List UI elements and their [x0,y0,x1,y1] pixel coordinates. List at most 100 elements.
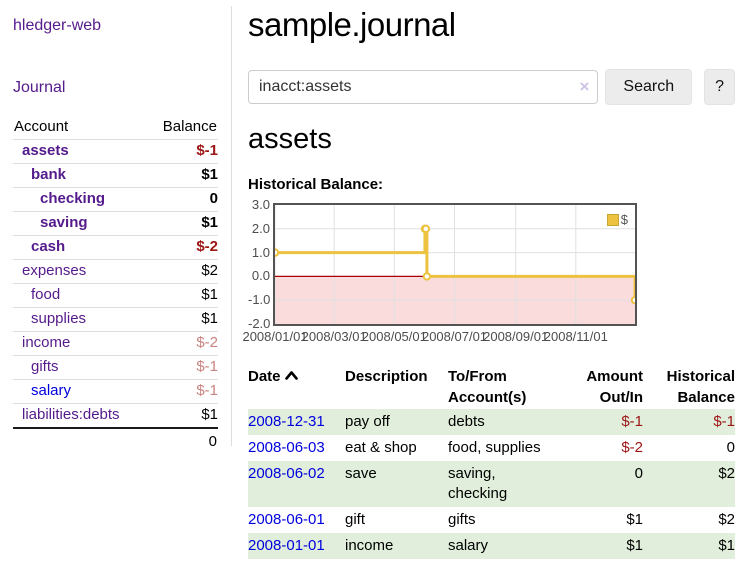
account-balance: $1 [201,310,218,327]
account-row: bank $1 [13,164,218,188]
sidebar-item-account-income[interactable]: income [22,334,71,351]
register-row: 2008-01-01 income salary $1 $1 [248,533,735,559]
account-balance: $1 [201,406,218,423]
data-point-marker [630,296,635,305]
y-axis-tick-label: 1.0 [251,244,270,260]
account-row: assets $-1 [13,140,218,164]
data-point-marker [275,248,280,257]
account-balance: $1 [201,286,218,303]
x-axis-tick-label: 2008/03/01 [301,329,367,344]
account-row: income $-2 [13,332,218,356]
transaction-accounts: gifts [448,511,476,528]
sidebar-item-account-assets[interactable]: assets [22,142,69,159]
transaction-date-link[interactable]: 2008-06-03 [248,439,325,456]
sidebar-item-account-bank[interactable]: bank [31,166,67,183]
register-header-row: Date Description To/From Account(s) Amou… [248,365,735,409]
balance-column-header-main: Historical Balance [666,368,735,406]
transaction-description: pay off [345,413,390,430]
account-balance: $-1 [196,382,218,399]
sidebar-item-account-liabilities-debts[interactable]: liabilities:debts [22,406,120,423]
account-row: food $1 [13,284,218,308]
transaction-amount: 0 [634,465,643,482]
sidebar-item-journal[interactable]: Journal [13,79,66,96]
search-box: × [248,70,599,104]
sidebar-item-account-supplies[interactable]: supplies [31,310,87,327]
account-row: supplies $1 [13,308,218,332]
transaction-accounts: debts [448,413,485,430]
chart-canvas [275,205,635,324]
register-row: 2008-06-03 eat & shop food, supplies $-2 0 [248,435,735,461]
transaction-amount: $1 [626,511,643,528]
account-heading: assets [248,123,332,155]
transaction-date-link[interactable]: 2008-06-01 [248,511,325,528]
clear-search-icon[interactable]: × [579,77,590,96]
account-row: salary $-1 [13,380,218,404]
hledger-web-app: hledger-web Journal Account Balance asse… [0,6,742,559]
account-row: liabilities:debts $1 [13,404,218,429]
transaction-balance: $1 [718,537,735,554]
legend-label: $ [620,212,628,227]
transaction-accounts: saving, checking [448,465,508,502]
y-axis-tick-label: 0.0 [251,268,270,284]
tofrom-column-header: To/From Account(s) [448,368,527,406]
account-row: saving $1 [13,212,218,236]
register-row: 2008-06-01 gift gifts $1 $2 [248,507,735,533]
data-point-marker [422,272,432,281]
search-input[interactable] [248,70,599,104]
account-column-header: Account [14,118,69,135]
register-row: 2008-12-31 pay off debts $-1 $-1 [248,409,735,435]
sidebar-item-account-expenses[interactable]: expenses [22,262,87,279]
account-rows: assets $-1 bank $1 checking 0 saving $1 cash $-2 e… [13,140,218,429]
historical-balance-chart: 3.0 2.0 1.0 0.0 -1.0 -2.0 $ 2008/01/01 2008/03… [242,197,735,349]
data-point-marker [421,224,431,233]
total-balance: 0 [208,433,217,450]
transaction-amount: $-1 [621,413,643,430]
sidebar-item-account-saving[interactable]: saving [40,214,88,231]
x-axis-tick-label: 2008/07/01 [421,329,488,344]
transaction-balance: $2 [718,465,735,482]
legend-swatch [606,213,619,226]
main-content: sample.journal × Search ? assets Histori… [242,6,735,559]
transaction-balance: $-1 [713,413,735,430]
x-axis-tick-label: 2008/11/01 [543,329,608,344]
sidebar-item-account-cash[interactable]: cash [31,238,66,255]
transaction-accounts: food, supplies [448,439,541,456]
transaction-description: gift [345,511,366,528]
transaction-description: save [345,465,377,482]
chart-legend: $ [606,212,628,227]
register-table: Date Description To/From Account(s) Amou… [248,365,735,559]
date-column-header[interactable]: Date [248,365,345,409]
x-axis-tick-label: 2008/09/01 [483,329,549,344]
sidebar-item-account-food[interactable]: food [31,286,61,303]
transaction-date-link[interactable]: 2008-06-02 [248,465,325,482]
account-balance: $1 [201,166,218,183]
page-title: sample.journal [248,6,456,43]
x-axis-tick-label: 2008/01/01 [242,329,308,344]
sidebar-item-account-gifts[interactable]: gifts [31,358,59,375]
account-row: gifts $-1 [13,356,218,380]
transaction-date-link[interactable]: 2008-01-01 [248,537,325,554]
chart-plot-area: $ [273,203,637,326]
account-balance: $-1 [196,358,218,375]
app-title-link[interactable]: hledger-web [13,17,102,34]
search-button[interactable]: Search [605,69,693,105]
y-axis-tick-label: -1.0 [248,292,271,308]
transaction-description: income [345,537,394,554]
sidebar-item-account-checking[interactable]: checking [40,190,106,207]
transaction-balance: $2 [718,511,735,528]
y-axis-tick-label: -2.0 [248,316,271,331]
help-button[interactable]: ? [704,69,735,105]
sidebar-item-account-salary[interactable]: salary [31,382,72,399]
account-balance: $-1 [196,142,218,159]
transaction-balance: 0 [726,439,735,456]
account-balance: $2 [201,262,218,279]
account-tree-header: Account Balance [13,116,218,140]
description-column-header: Description [345,368,428,385]
account-row: cash $-2 [13,236,218,260]
chart-title: Historical Balance: [248,176,384,193]
search-bar: × Search ? [248,69,735,105]
amount-column-header: Amount Out/In [586,368,643,406]
transaction-description: eat & shop [345,439,417,456]
transaction-date-link[interactable]: 2008-12-31 [248,413,325,430]
sort-ascending-icon [284,371,298,380]
